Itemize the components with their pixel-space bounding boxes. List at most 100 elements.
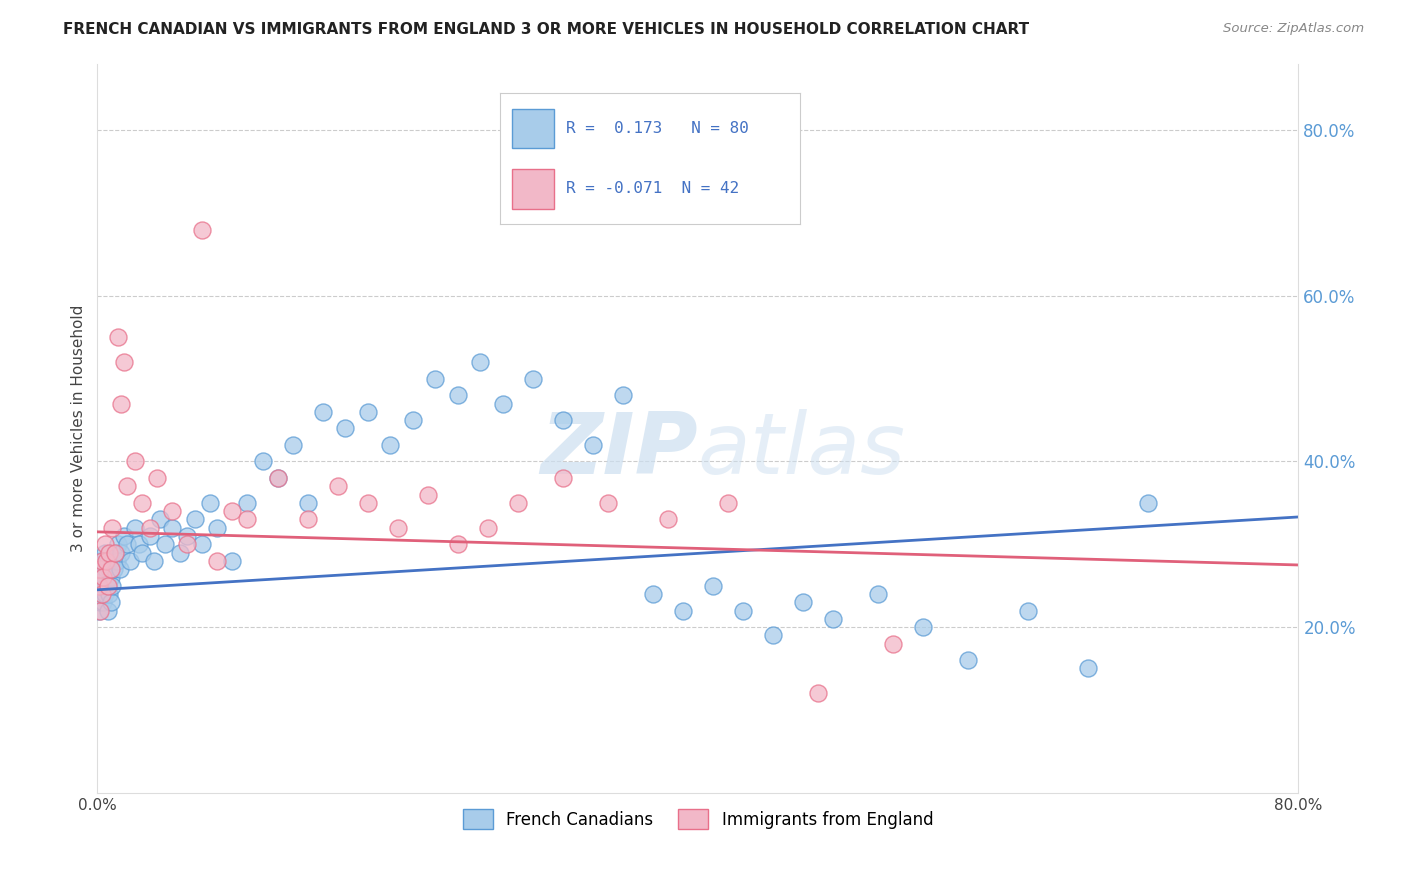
Point <box>252 454 274 468</box>
Point <box>94 545 117 559</box>
Point <box>97 579 120 593</box>
Point <box>162 504 184 518</box>
Point <box>90 570 112 584</box>
Point <box>207 554 229 568</box>
Point <box>131 545 153 559</box>
Point <box>401 413 423 427</box>
Point <box>702 579 724 593</box>
Point <box>198 496 221 510</box>
Point <box>1077 661 1099 675</box>
Point <box>117 479 139 493</box>
Point <box>792 595 814 609</box>
Point <box>236 512 259 526</box>
Point <box>149 512 172 526</box>
Point <box>522 372 544 386</box>
Text: atlas: atlas <box>697 409 905 491</box>
Point <box>143 554 166 568</box>
Point <box>131 496 153 510</box>
Point <box>477 521 499 535</box>
Point <box>506 496 529 510</box>
Point <box>731 603 754 617</box>
Point <box>807 686 830 700</box>
Point <box>356 496 378 510</box>
Point <box>912 620 935 634</box>
Point <box>110 396 132 410</box>
Point <box>333 421 356 435</box>
Point <box>821 612 844 626</box>
Point <box>98 587 121 601</box>
Point <box>101 521 124 535</box>
Point <box>425 372 447 386</box>
Point <box>94 587 117 601</box>
Point <box>104 545 127 559</box>
Y-axis label: 3 or more Vehicles in Household: 3 or more Vehicles in Household <box>72 305 86 552</box>
Text: Source: ZipAtlas.com: Source: ZipAtlas.com <box>1223 22 1364 36</box>
Point <box>100 570 122 584</box>
Point <box>641 587 664 601</box>
Point <box>153 537 176 551</box>
Point <box>94 537 117 551</box>
Point <box>672 603 695 617</box>
Point <box>97 579 120 593</box>
Point <box>492 396 515 410</box>
Point <box>90 562 112 576</box>
Point <box>221 504 243 518</box>
Point <box>96 562 118 576</box>
Point <box>87 579 110 593</box>
Point <box>100 562 122 576</box>
Point <box>297 496 319 510</box>
Point <box>96 554 118 568</box>
Point <box>281 438 304 452</box>
Point <box>104 545 127 559</box>
Point <box>103 562 125 576</box>
Point <box>117 537 139 551</box>
Point <box>356 405 378 419</box>
Point <box>176 537 198 551</box>
Point <box>90 587 112 601</box>
Point <box>717 496 740 510</box>
Point <box>90 587 112 601</box>
Point <box>120 554 142 568</box>
Point <box>326 479 349 493</box>
Point <box>191 222 214 236</box>
Point <box>387 521 409 535</box>
Point <box>236 496 259 510</box>
Point <box>98 562 121 576</box>
Point <box>957 653 980 667</box>
Point <box>447 537 470 551</box>
Legend: French Canadians, Immigrants from England: French Canadians, Immigrants from Englan… <box>456 803 939 835</box>
Point <box>169 545 191 559</box>
Point <box>1017 603 1039 617</box>
Point <box>93 579 115 593</box>
Point <box>90 554 112 568</box>
Point <box>221 554 243 568</box>
Point <box>762 628 785 642</box>
Point <box>470 355 492 369</box>
Point <box>112 355 135 369</box>
Point <box>266 471 288 485</box>
Point <box>101 579 124 593</box>
Point <box>868 587 890 601</box>
Point <box>124 454 146 468</box>
Point <box>98 545 121 559</box>
Point <box>882 637 904 651</box>
Point <box>89 603 111 617</box>
Point <box>176 529 198 543</box>
Point <box>107 330 129 344</box>
Point <box>207 521 229 535</box>
Point <box>596 496 619 510</box>
Point <box>97 603 120 617</box>
Point <box>311 405 333 419</box>
Point <box>94 570 117 584</box>
Point <box>124 521 146 535</box>
Point <box>93 570 115 584</box>
Point <box>112 529 135 543</box>
Text: FRENCH CANADIAN VS IMMIGRANTS FROM ENGLAND 3 OR MORE VEHICLES IN HOUSEHOLD CORRE: FRENCH CANADIAN VS IMMIGRANTS FROM ENGLA… <box>63 22 1029 37</box>
Point <box>93 554 115 568</box>
Point <box>128 537 150 551</box>
Point <box>184 512 207 526</box>
Point <box>416 487 439 501</box>
Point <box>612 388 634 402</box>
Point <box>162 521 184 535</box>
Point <box>87 579 110 593</box>
